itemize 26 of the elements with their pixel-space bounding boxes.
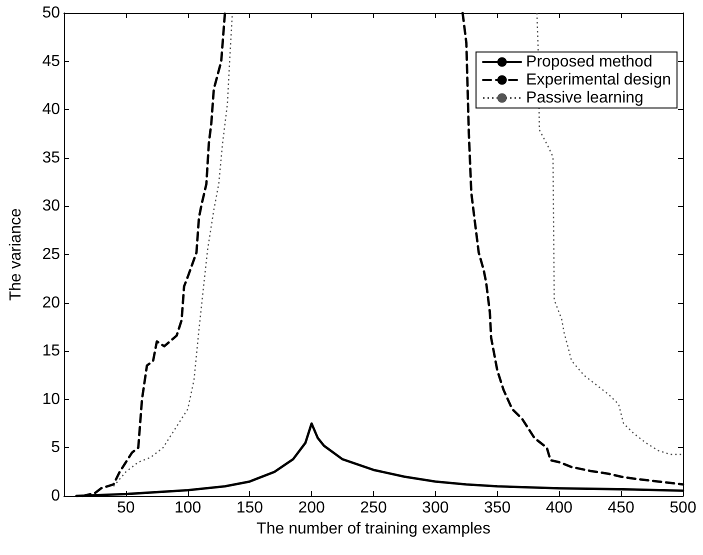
x-tick-label: 300 — [422, 500, 449, 516]
x-tick-label: 200 — [298, 500, 326, 516]
x-axis-title: The number of training examples — [256, 520, 490, 538]
x-tick-label: 50 — [117, 500, 135, 516]
y-tick-label: 30 — [42, 198, 60, 215]
y-tick-label: 35 — [42, 149, 60, 166]
legend-label: Experimental design — [526, 72, 671, 88]
x-tick-label: 350 — [484, 500, 511, 516]
x-tick-label: 500 — [670, 500, 696, 516]
y-tick-label: 0 — [51, 488, 60, 504]
x-tick-label: 250 — [360, 500, 387, 516]
x-tick-label: 100 — [174, 500, 202, 516]
x-tick-label: 450 — [608, 500, 635, 516]
legend-label: Proposed method — [526, 54, 652, 70]
y-axis-title: The variance — [8, 208, 24, 301]
y-tick-label: 45 — [42, 52, 60, 70]
y-tick-label: 20 — [42, 294, 60, 312]
y-tick-label: 15 — [42, 342, 60, 360]
x-tick-label: 150 — [236, 500, 264, 516]
y-tick-label: 50 — [42, 4, 60, 22]
y-tick-label: 40 — [42, 101, 60, 118]
legend-label: Passive learning — [526, 90, 644, 106]
y-tick-label: 5 — [51, 439, 60, 456]
y-tick-label: 25 — [42, 246, 60, 263]
x-tick-label: 400 — [546, 500, 573, 516]
y-tick-label: 10 — [42, 390, 60, 408]
